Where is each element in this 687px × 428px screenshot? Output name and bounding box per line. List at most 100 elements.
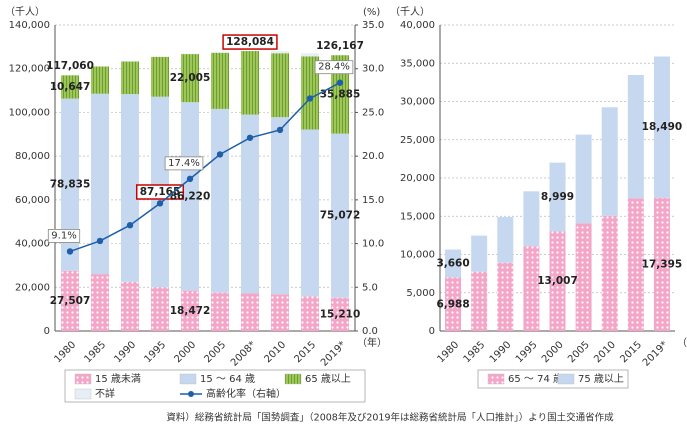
x-tick-label: 1995 (514, 339, 540, 365)
bar-segment (497, 262, 514, 331)
legend-label: 65 ～ 74 歳 (508, 373, 563, 385)
bar-segment (523, 246, 540, 331)
x-tick-label: 2005 (202, 339, 228, 365)
legend-frame (64, 369, 366, 403)
bar-segment (121, 61, 139, 95)
x-tick-label: 2000 (172, 339, 198, 365)
line-point (66, 248, 74, 255)
data-label: 8,999 (541, 191, 574, 203)
bar-segment (601, 215, 618, 331)
y2-tick-label: 0.0 (362, 326, 378, 337)
line-point (126, 222, 134, 229)
legend-label: 不詳 (95, 387, 115, 400)
y-tick-label: 5,000 (406, 288, 435, 299)
y-tick-label: 10,000 (400, 250, 435, 261)
bar-segment (61, 270, 79, 331)
bar-segment (331, 297, 349, 331)
legend-label: 15 ～ 64 歳 (200, 373, 255, 385)
data-label: 18,490 (642, 121, 683, 133)
bar-segment (151, 287, 169, 331)
bar-segment (653, 56, 670, 198)
y2-tick-label: 10.0 (362, 239, 384, 250)
bar-segment (471, 271, 488, 331)
legend-swatch (188, 391, 194, 397)
bar-segment (241, 51, 259, 115)
data-label: 3,660 (436, 258, 469, 270)
bar-segment (471, 235, 488, 272)
bar-segment (653, 197, 670, 331)
y-tick-label: 40,000 (15, 239, 50, 250)
y-tick-label: 140,000 (9, 20, 50, 31)
bar-segment (445, 277, 462, 331)
line-point (306, 95, 314, 102)
data-label: 86,220 (170, 190, 211, 202)
y-tick-label: 80,000 (15, 151, 50, 162)
y2-tick-label: 35.0 (362, 20, 384, 31)
bar-segment (91, 274, 109, 331)
y-tick-label: 60,000 (15, 195, 50, 206)
bar-segment (271, 117, 289, 295)
y2-tick-label: 5.0 (362, 282, 378, 293)
x-tick-label: 2010 (592, 339, 618, 365)
bar-segment (181, 102, 199, 291)
x-tick-label: 2000 (540, 339, 566, 365)
bar-segment (271, 294, 289, 331)
y-tick-label: 0 (429, 326, 435, 337)
bar-segment (121, 94, 139, 282)
label-box (314, 60, 354, 75)
y2-tick-label: 15.0 (362, 195, 384, 206)
x-tick-label: 1995 (142, 339, 168, 365)
y-tick-label: 40,000 (400, 20, 435, 31)
bar-segment (575, 134, 592, 224)
data-label: 22,005 (170, 72, 211, 84)
y-tick-label: 20,000 (400, 173, 435, 184)
data-label: 13,007 (537, 275, 578, 287)
bar-segment (601, 107, 618, 216)
bar-segment (497, 217, 514, 263)
x-tick-label: 2015 (292, 339, 318, 365)
bar-segment (241, 114, 259, 294)
legend-swatch (74, 373, 92, 385)
bar-segment (301, 53, 319, 57)
line-point (96, 237, 104, 245)
y2-tick-label: 25.0 (362, 107, 384, 118)
data-label: 6,988 (436, 298, 469, 310)
bar-segment (181, 290, 199, 331)
line-point (276, 126, 284, 134)
line-point (156, 200, 164, 207)
y-tick-label: 0 (44, 326, 50, 337)
bar-segment (181, 53, 199, 55)
x-tick-label: 2005 (566, 339, 592, 365)
bar-segment (121, 60, 139, 62)
label-box (222, 34, 278, 50)
total-label: 128,084 (226, 36, 274, 48)
x-tick-label: 1985 (82, 339, 108, 365)
bar-segment (627, 198, 644, 331)
data-label: 18,472 (170, 305, 211, 317)
y-tick-label: 20,000 (15, 282, 50, 293)
legend-swatch (487, 373, 505, 385)
label-box (47, 229, 81, 243)
bar-segment (211, 52, 229, 109)
bar-segment (575, 223, 592, 331)
legend-frame (477, 369, 629, 389)
legend-swatch (179, 373, 197, 385)
data-label: 17,395 (642, 258, 683, 270)
bar-segment (151, 56, 169, 97)
bar-segment (241, 293, 259, 331)
bar-segment (549, 162, 566, 232)
data-label: 10,647 (50, 81, 91, 93)
data-label: 78,835 (50, 179, 91, 191)
line-label: 17.4% (168, 158, 200, 169)
data-label: 75,072 (320, 210, 361, 222)
x-tick-label: 1990 (112, 339, 138, 365)
legend-swatch (557, 373, 575, 385)
y-unit: （千人） (5, 6, 45, 18)
line-label: 28.4% (318, 62, 350, 73)
y-tick-label: 15,000 (400, 211, 435, 222)
data-label: 27,507 (50, 295, 91, 307)
bar-segment (331, 55, 349, 134)
x-tick-label: 1980 (52, 339, 78, 365)
y-tick-label: 35,000 (400, 58, 435, 69)
x-tick-label: 2019* (319, 339, 348, 368)
